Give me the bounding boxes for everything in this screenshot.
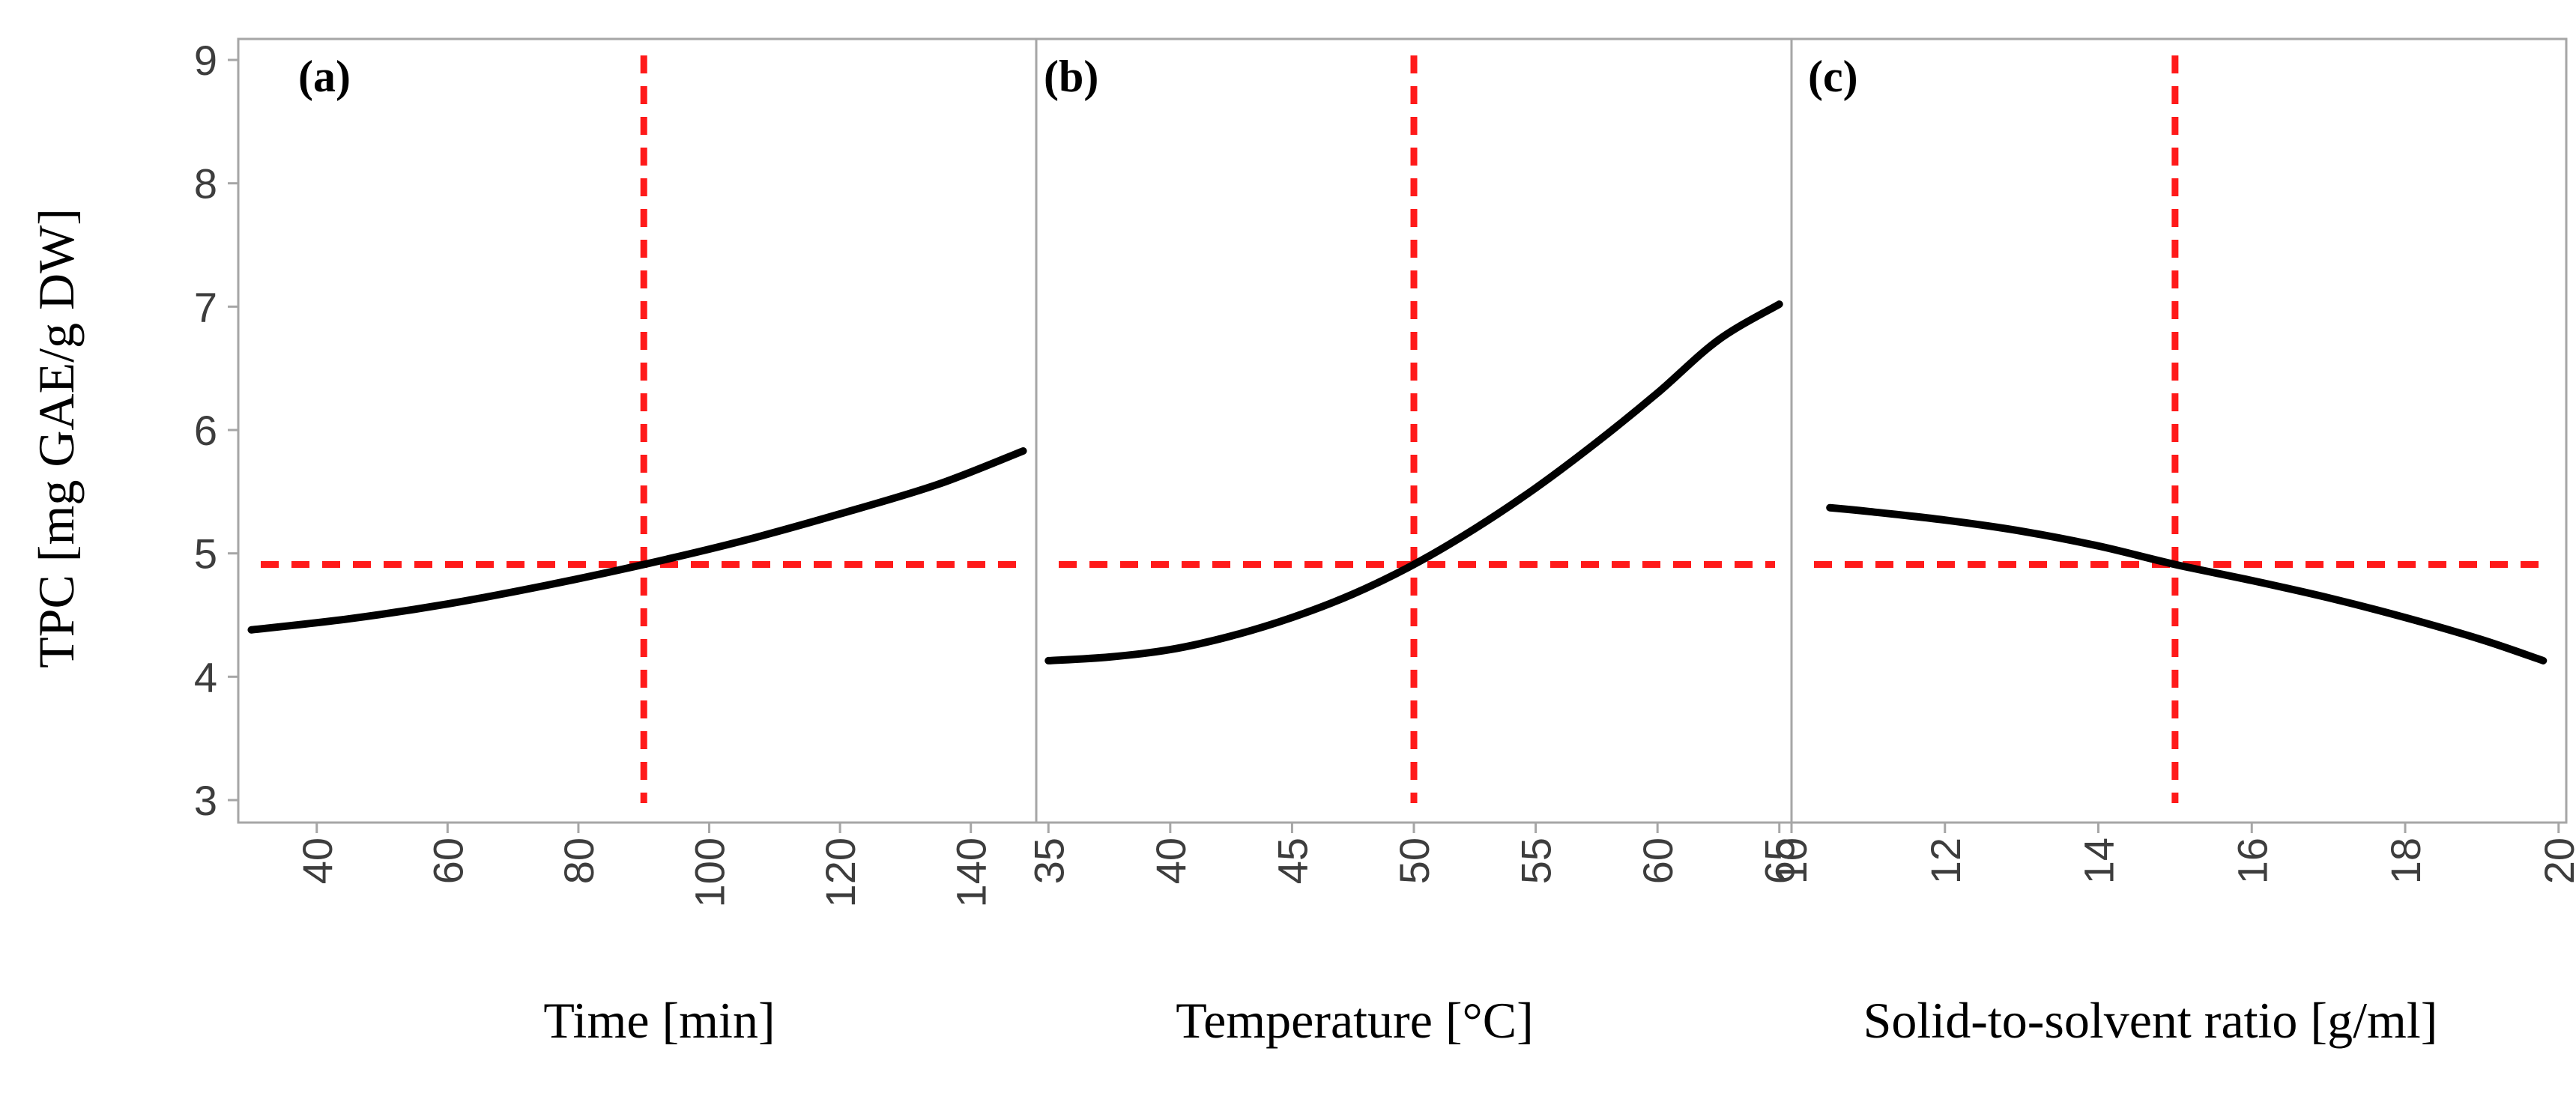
frame-layer — [237, 37, 2568, 824]
x-tick-label-a: 80 — [555, 838, 602, 884]
x-tick-label-c: 10 — [1768, 838, 1815, 884]
panel-frame-a — [237, 37, 1038, 824]
x-tick-label-b: 45 — [1269, 838, 1316, 884]
curve-layer — [247, 300, 2548, 664]
series-line-a — [247, 446, 1027, 634]
x-tick-label-a: 100 — [686, 838, 734, 907]
y-tick-label: 3 — [194, 777, 217, 824]
x-tick-label-a: 140 — [948, 838, 995, 907]
x-tick-label-c: 14 — [2075, 838, 2123, 884]
panel-frame-c — [1790, 37, 2568, 824]
panel-label-b: (b) — [1044, 52, 1098, 101]
x-tick-label-a: 60 — [424, 838, 471, 884]
x-tick-label-a: 120 — [817, 838, 864, 907]
x-tick-label-c: 12 — [1922, 838, 1969, 884]
x-tick-label-c: 20 — [2536, 838, 2576, 884]
x-tick-label-b: 60 — [1634, 838, 1681, 884]
x-tick-label-b: 65 — [1756, 838, 1803, 884]
y-tick-label: 8 — [194, 160, 217, 208]
y-tick-label: 5 — [194, 530, 217, 578]
y-tick-label: 9 — [194, 37, 217, 84]
x-axis-title-c: Solid-to-solvent ratio [g/ml] — [1863, 992, 2438, 1049]
panel-label-c: (c) — [1808, 52, 1858, 101]
series-line-c — [1826, 503, 2548, 664]
x-tick-label-b: 35 — [1025, 838, 1072, 884]
y-tick-label: 4 — [194, 653, 217, 700]
x-tick-label-b: 55 — [1513, 838, 1560, 884]
y-axis-title: TPC [mg GAE/g DW] — [28, 208, 85, 668]
reference-layer — [261, 55, 2550, 803]
tick-layer — [228, 58, 2560, 833]
x-tick-label-a: 40 — [294, 838, 341, 884]
x-tick-label-c: 18 — [2382, 838, 2429, 884]
panel-label-a: (a) — [298, 52, 351, 101]
x-axis-title-a: Time [min] — [543, 992, 775, 1049]
x-axis-title-b: Temperature [°C] — [1176, 992, 1533, 1049]
y-tick-label: 7 — [194, 283, 217, 330]
series-line-b — [1044, 300, 1783, 664]
y-tick-label: 6 — [194, 407, 217, 454]
x-tick-label-c: 16 — [2228, 838, 2276, 884]
x-tick-label-b: 50 — [1391, 838, 1438, 884]
x-tick-label-b: 40 — [1147, 838, 1194, 884]
text-layer: TPC [mg GAE/g DW] Time [min] Temperature… — [28, 37, 2576, 1049]
